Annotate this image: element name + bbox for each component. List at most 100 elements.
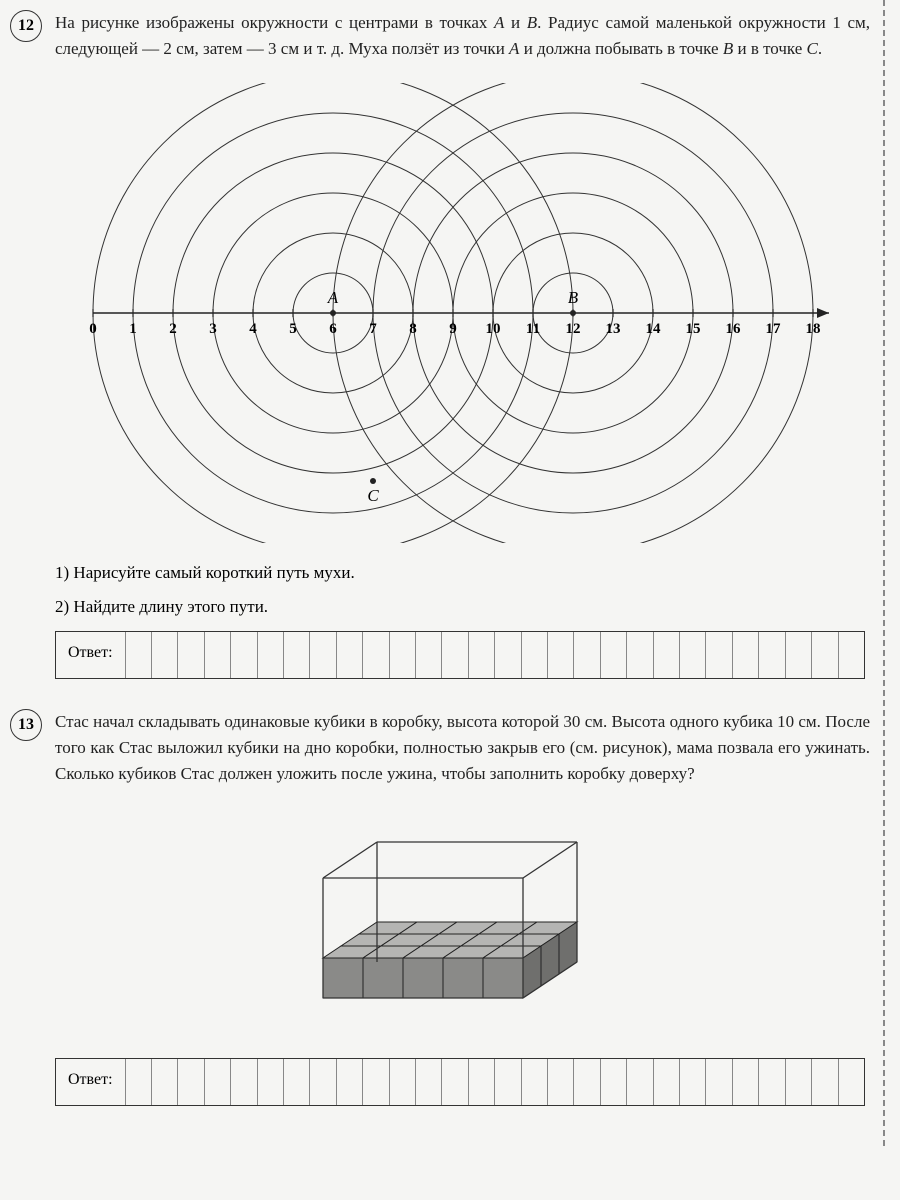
answer-cell[interactable] — [758, 632, 784, 678]
svg-text:11: 11 — [525, 321, 539, 337]
circles-diagram: 0123456789101112131415161718ABC — [55, 83, 870, 543]
answer-cell[interactable] — [415, 632, 441, 678]
answer-cell[interactable] — [521, 1059, 547, 1105]
answer-cell[interactable] — [389, 1059, 415, 1105]
answer-cell[interactable] — [230, 1059, 256, 1105]
answer-cell[interactable] — [494, 1059, 520, 1105]
answer-cell[interactable] — [573, 1059, 599, 1105]
answer-cell[interactable] — [257, 1059, 283, 1105]
answer-cell[interactable] — [600, 1059, 626, 1105]
answer-cell[interactable] — [309, 632, 335, 678]
svg-text:7: 7 — [369, 321, 377, 337]
answer-cell[interactable] — [309, 1059, 335, 1105]
answer-cell[interactable] — [732, 1059, 758, 1105]
svg-text:15: 15 — [685, 321, 700, 337]
problem-13-text: Стас начал складывать одинаковые кубики … — [55, 709, 870, 788]
svg-text:B: B — [567, 288, 578, 307]
svg-text:0: 0 — [89, 321, 97, 337]
answer-grid-13[interactable] — [125, 1059, 864, 1105]
problem-13: 13 Стас начал складывать одинаковые куби… — [10, 709, 870, 1106]
answer-cell[interactable] — [362, 632, 388, 678]
answer-box-13: Ответ: — [55, 1058, 865, 1106]
problem-12-text: На рисунке изображены окружности с центр… — [55, 10, 870, 63]
point-a-ref: A — [494, 13, 504, 32]
svg-text:5: 5 — [289, 321, 297, 337]
answer-cell[interactable] — [125, 632, 151, 678]
answer-cell[interactable] — [785, 1059, 811, 1105]
answer-cell[interactable] — [257, 632, 283, 678]
answer-cell[interactable] — [547, 1059, 573, 1105]
answer-cell[interactable] — [177, 1059, 203, 1105]
answer-cell[interactable] — [653, 632, 679, 678]
answer-cell[interactable] — [838, 1059, 864, 1105]
svg-text:1: 1 — [129, 321, 137, 337]
circles-svg: 0123456789101112131415161718ABC — [73, 83, 853, 543]
subquestion-2: 2) Найдите длину этого пути. — [55, 597, 870, 617]
answer-cell[interactable] — [573, 632, 599, 678]
svg-text:4: 4 — [249, 321, 257, 337]
answer-cell[interactable] — [468, 1059, 494, 1105]
answer-cell[interactable] — [177, 632, 203, 678]
answer-cell[interactable] — [732, 632, 758, 678]
point-a-ref2: A — [509, 39, 519, 58]
answer-cell[interactable] — [336, 1059, 362, 1105]
svg-text:14: 14 — [645, 321, 661, 337]
answer-label-12: Ответ: — [56, 632, 125, 678]
answer-cell[interactable] — [626, 1059, 652, 1105]
answer-cell[interactable] — [151, 1059, 177, 1105]
answer-cell[interactable] — [679, 1059, 705, 1105]
answer-cell[interactable] — [811, 632, 837, 678]
answer-cell[interactable] — [521, 632, 547, 678]
svg-text:16: 16 — [725, 321, 741, 337]
box-svg — [263, 808, 663, 1038]
answer-label-13: Ответ: — [56, 1059, 125, 1105]
answer-cell[interactable] — [468, 632, 494, 678]
answer-box-12: Ответ: — [55, 631, 865, 679]
subquestion-1: 1) Нарисуйте самый короткий путь мухи. — [55, 563, 870, 583]
answer-cell[interactable] — [705, 632, 731, 678]
svg-text:3: 3 — [209, 321, 217, 337]
svg-text:2: 2 — [169, 321, 177, 337]
point-b-ref: B — [527, 13, 537, 32]
answer-grid-12[interactable] — [125, 632, 864, 678]
answer-cell[interactable] — [494, 632, 520, 678]
point-c-ref: C — [807, 39, 818, 58]
answer-cell[interactable] — [653, 1059, 679, 1105]
answer-cell[interactable] — [125, 1059, 151, 1105]
svg-text:9: 9 — [449, 321, 457, 337]
answer-cell[interactable] — [204, 632, 230, 678]
box-diagram — [55, 808, 870, 1038]
page-right-border — [883, 0, 885, 1146]
problem-number-13: 13 — [10, 709, 42, 741]
answer-cell[interactable] — [785, 632, 811, 678]
answer-cell[interactable] — [600, 632, 626, 678]
svg-text:8: 8 — [409, 321, 417, 337]
answer-cell[interactable] — [441, 1059, 467, 1105]
svg-text:13: 13 — [605, 321, 620, 337]
problem-number-12: 12 — [10, 10, 42, 42]
answer-cell[interactable] — [204, 1059, 230, 1105]
point-b-ref2: B — [723, 39, 733, 58]
svg-text:17: 17 — [765, 321, 781, 337]
answer-cell[interactable] — [415, 1059, 441, 1105]
answer-cell[interactable] — [283, 1059, 309, 1105]
problem-12: 12 На рисунке изображены окружности с це… — [10, 10, 870, 679]
answer-cell[interactable] — [362, 1059, 388, 1105]
answer-cell[interactable] — [389, 632, 415, 678]
answer-cell[interactable] — [811, 1059, 837, 1105]
answer-cell[interactable] — [626, 632, 652, 678]
answer-cell[interactable] — [679, 632, 705, 678]
answer-cell[interactable] — [547, 632, 573, 678]
answer-cell[interactable] — [151, 632, 177, 678]
svg-text:6: 6 — [329, 321, 337, 337]
answer-cell[interactable] — [838, 632, 864, 678]
answer-cell[interactable] — [705, 1059, 731, 1105]
answer-cell[interactable] — [758, 1059, 784, 1105]
svg-text:A: A — [326, 288, 338, 307]
answer-cell[interactable] — [230, 632, 256, 678]
svg-text:18: 18 — [805, 321, 820, 337]
answer-cell[interactable] — [441, 632, 467, 678]
answer-cell[interactable] — [336, 632, 362, 678]
svg-text:10: 10 — [485, 321, 500, 337]
answer-cell[interactable] — [283, 632, 309, 678]
